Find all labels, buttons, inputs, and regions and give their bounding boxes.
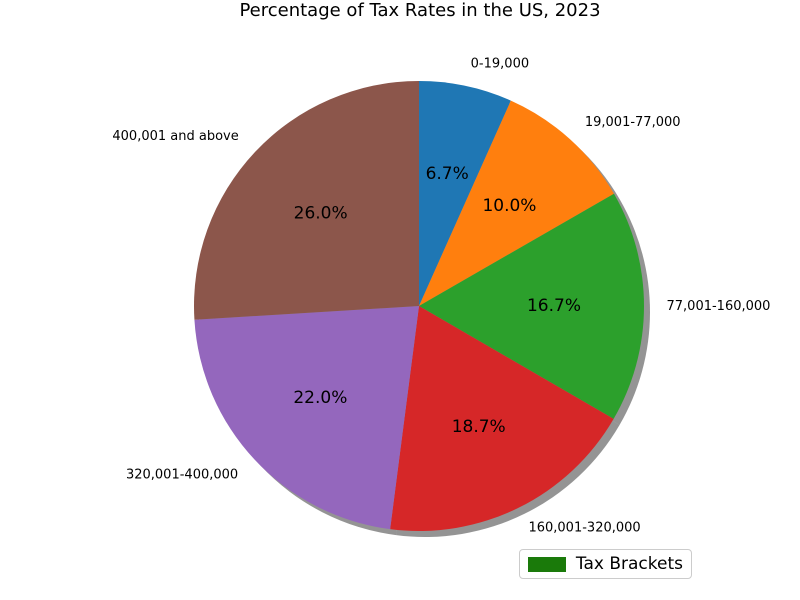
chart-legend: Tax Brackets bbox=[518, 549, 692, 579]
pie-category-label: 77,001-160,000 bbox=[667, 299, 771, 314]
chart-title: Percentage of Tax Rates in the US, 2023 bbox=[239, 0, 601, 21]
pie-percent-label: 26.0% bbox=[294, 204, 348, 224]
legend-label: Tax Brackets bbox=[575, 554, 683, 574]
legend-swatch bbox=[527, 556, 566, 572]
pie-slice bbox=[193, 81, 419, 320]
pie-category-label: 400,001 and above bbox=[112, 129, 238, 144]
pie-percent-label: 18.7% bbox=[452, 417, 506, 437]
pie-category-label: 0-19,000 bbox=[471, 56, 529, 71]
pie-slice bbox=[194, 306, 419, 530]
pie-category-label: 320,001-400,000 bbox=[126, 468, 238, 483]
pie-slice bbox=[390, 306, 614, 532]
pie-category-labels: 0-19,000 19,001-77,000 77,001-160,000 160,0… bbox=[112, 56, 770, 535]
pie-percent-label: 16.7% bbox=[527, 296, 581, 316]
pie-percent-label: 6.7% bbox=[426, 164, 469, 184]
pie-slice bbox=[419, 193, 645, 419]
pie-percent-label: 10.0% bbox=[482, 196, 536, 216]
pie-slice bbox=[419, 81, 511, 306]
pie-percent-labels: 6.7% 10.0% 16.7% 18.7% 22.0% 26.0% bbox=[293, 164, 581, 437]
pie-percent-label: 22.0% bbox=[293, 388, 347, 408]
pie-slice bbox=[419, 100, 614, 306]
pie-category-label: 19,001-77,000 bbox=[585, 115, 681, 130]
pie-slices bbox=[193, 81, 645, 532]
pie-category-label: 160,001-320,000 bbox=[528, 520, 640, 535]
